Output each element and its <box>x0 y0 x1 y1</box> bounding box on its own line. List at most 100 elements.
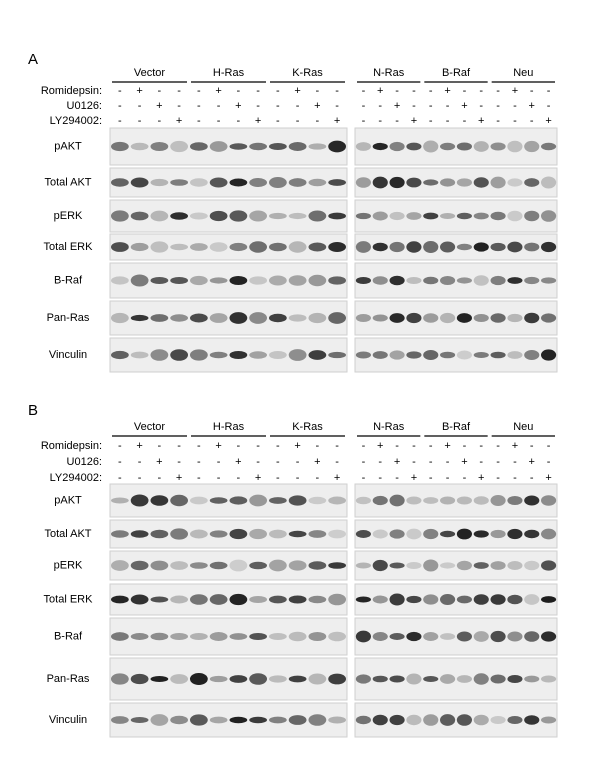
blot-band <box>355 530 371 538</box>
blot-band <box>249 632 268 641</box>
blot-band <box>268 529 287 539</box>
blot-band <box>372 675 388 683</box>
blot-band <box>229 675 248 683</box>
blot-band <box>189 275 208 286</box>
blot-band <box>524 276 540 285</box>
blot-band <box>372 595 388 604</box>
treatment-sign: - <box>177 85 181 97</box>
treatment-sign: - <box>237 440 241 452</box>
blot-band <box>189 594 208 605</box>
treatment-sign: - <box>316 440 320 452</box>
blot-band <box>189 673 208 685</box>
treatment-sign: - <box>395 115 399 127</box>
group-label: Neu <box>513 67 533 79</box>
blot-band <box>541 716 557 724</box>
blot-band <box>473 212 489 220</box>
treatment-sign: + <box>529 456 535 468</box>
blot-band <box>524 312 540 324</box>
blot-band <box>473 141 489 152</box>
blot-band <box>249 351 268 359</box>
blot-band <box>268 633 287 640</box>
blot-band <box>406 496 422 505</box>
blot-band <box>288 715 307 725</box>
blot-band <box>490 529 506 539</box>
treatment-sign: + <box>512 440 518 452</box>
blot-band <box>308 210 327 222</box>
blot-band <box>423 594 439 605</box>
blot-membrane <box>109 702 348 738</box>
blot-band <box>249 241 268 253</box>
blot-band <box>541 560 557 571</box>
blot-membrane <box>109 483 348 518</box>
blot-band <box>288 631 307 642</box>
treatment-sign: + <box>411 472 417 484</box>
blot-band <box>406 351 422 359</box>
blot-band <box>130 494 149 507</box>
blot-band <box>130 211 149 221</box>
treatment-sign: - <box>496 440 500 452</box>
treatment-sign: - <box>316 472 320 484</box>
treatment-sign: + <box>314 456 320 468</box>
blot-membrane <box>109 337 348 373</box>
blot-band <box>406 595 422 604</box>
blot-band <box>209 277 228 284</box>
treatment-sign: - <box>335 100 339 112</box>
blot-band <box>268 350 287 360</box>
treatment-sign: - <box>276 85 280 97</box>
blot-band <box>423 212 439 220</box>
blot-band <box>229 559 248 572</box>
treatment-sign: + <box>545 115 551 127</box>
blot-band <box>423 559 439 572</box>
blot-band <box>490 674 506 684</box>
blot-band <box>524 529 540 539</box>
blot-band <box>308 561 327 570</box>
blot-band <box>308 143 327 150</box>
blot-band <box>524 631 540 642</box>
treatment-sign: - <box>335 440 339 452</box>
blot-band <box>288 495 307 506</box>
treatment-sign: - <box>547 100 551 112</box>
treatment-sign: - <box>463 440 467 452</box>
blot-band <box>456 350 472 360</box>
blot-band <box>440 178 456 187</box>
blot-band <box>170 633 189 640</box>
blot-band <box>456 142 472 151</box>
blot-band <box>490 495 506 506</box>
treatment-sign: + <box>255 472 261 484</box>
treatment-sign: + <box>334 115 340 127</box>
blot-band <box>328 496 347 505</box>
blot-band <box>355 177 371 188</box>
blot-band <box>229 143 248 150</box>
blot-band <box>490 211 506 221</box>
blot-band <box>389 176 405 189</box>
treatment-sign: - <box>237 115 241 127</box>
treatment-sign: - <box>118 472 122 484</box>
blot-band <box>130 274 149 287</box>
blot-membrane <box>109 550 348 581</box>
treatment-sign: + <box>444 440 450 452</box>
group-label: B-Raf <box>442 67 471 79</box>
treatment-sign: - <box>395 440 399 452</box>
blot-band <box>389 350 405 360</box>
blot-band <box>249 276 268 285</box>
blot-band <box>456 243 472 251</box>
blot-membrane <box>109 233 348 261</box>
blot-band <box>150 596 169 603</box>
blot-band <box>328 673 347 685</box>
blot-band <box>473 673 489 685</box>
blot-band <box>328 562 347 569</box>
blot-band <box>268 675 287 683</box>
blot-band <box>170 243 189 251</box>
blot-band <box>249 673 268 685</box>
blot-band <box>440 633 456 640</box>
treatment-sign: + <box>461 100 467 112</box>
blot-band <box>249 561 268 570</box>
treatment-sign: - <box>197 100 201 112</box>
blot-band <box>473 313 489 323</box>
blot-band <box>110 595 129 604</box>
blot-band <box>189 212 208 220</box>
blot-band <box>456 675 472 683</box>
blot-band <box>170 314 189 322</box>
blot-band <box>150 210 169 222</box>
treatment-sign: + <box>176 115 182 127</box>
